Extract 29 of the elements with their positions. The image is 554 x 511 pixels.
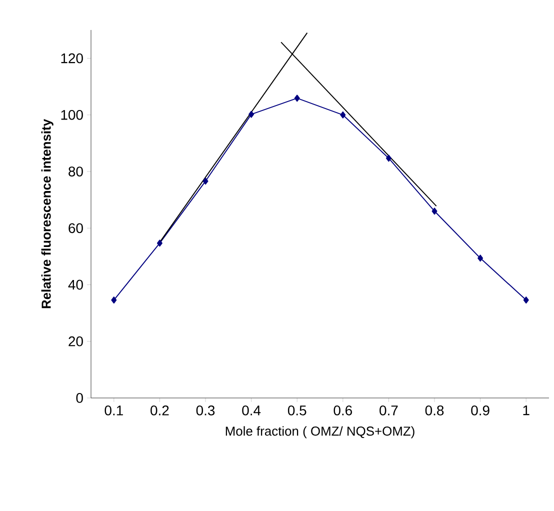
point: [111, 296, 117, 304]
x-tick-label: 0.3: [196, 405, 215, 416]
x-tick-label: 0.6: [334, 405, 352, 416]
x-tick-label: 0.1: [104, 405, 123, 416]
y-tick-label: 100: [61, 110, 83, 120]
x-axis-title: Mole fraction ( OMZ/ NQS+OMZ): [226, 426, 414, 438]
point: [340, 111, 346, 118]
point: [432, 208, 438, 215]
point: [523, 296, 529, 304]
y-tick-label: 40: [68, 280, 83, 290]
point: [294, 94, 300, 102]
point: [156, 240, 162, 247]
x-tick-label: 0.8: [425, 405, 444, 416]
point: [478, 254, 484, 262]
x-tick-label: 0.4: [242, 405, 261, 416]
y-tick-label: 60: [68, 223, 83, 234]
point: [202, 178, 208, 185]
x-tick-label: 0.5: [288, 405, 306, 416]
point: [386, 154, 392, 162]
x-tick-label: 0.7: [380, 405, 398, 416]
y-tick-label: 80: [68, 166, 83, 176]
x-tick-label: 0.9: [471, 405, 490, 416]
y-axis-title: Relative fluorescence intensity: [41, 119, 54, 308]
x-tick-label: 0.2: [150, 405, 169, 416]
point: [248, 110, 254, 118]
y-tick-label: 20: [68, 336, 83, 346]
y-tick-label: 0: [76, 393, 83, 403]
y-tick-label: 120: [61, 53, 83, 64]
x-tick-label: 1: [523, 406, 530, 416]
